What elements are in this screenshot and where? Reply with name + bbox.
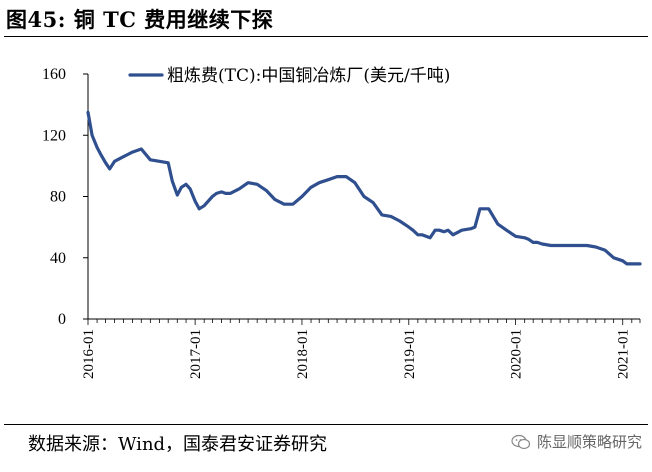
y-tick-label: 120	[42, 127, 66, 144]
legend-label: 粗炼费(TC):中国铜冶炼厂(美元/千吨)	[167, 66, 450, 86]
x-tick-label: 2019-01	[402, 329, 418, 379]
y-tick-label: 80	[50, 189, 66, 206]
series-line	[86, 110, 642, 266]
wechat-icon	[511, 434, 531, 449]
chart-legend: 粗炼费(TC):中国铜冶炼厂(美元/千吨)	[128, 66, 450, 86]
watermark-text: 陈显顺策略研究	[536, 433, 642, 451]
y-tick-label: 160	[42, 66, 66, 83]
x-tick-label: 2021-01	[616, 329, 632, 379]
x-tick-label: 2017-01	[188, 329, 204, 379]
y-tick-label: 0	[58, 311, 66, 328]
title-rule	[4, 36, 648, 37]
chart-series-layer	[86, 110, 642, 266]
tc-line-chart: 0 40 80 120 160 2016-01 2017-01 2018-01 2019-01 2…	[42, 66, 642, 379]
x-tick-label: 2016-01	[81, 329, 97, 379]
y-tick-label: 40	[50, 250, 66, 267]
watermark: 陈显顺策略研究	[511, 431, 642, 452]
x-tick-label: 2018-01	[295, 329, 311, 379]
source-rule	[4, 424, 648, 425]
x-tick-label: 2020-01	[509, 329, 525, 379]
source-note: 数据来源：Wind，国泰君安证券研究	[28, 434, 328, 455]
figure-title: 图45: 铜 TC 费用继续下探	[6, 7, 274, 32]
chart-ticks: 0 40 80 120 160 2016-01 2017-01 2018-01 2019-01 2…	[42, 66, 641, 379]
